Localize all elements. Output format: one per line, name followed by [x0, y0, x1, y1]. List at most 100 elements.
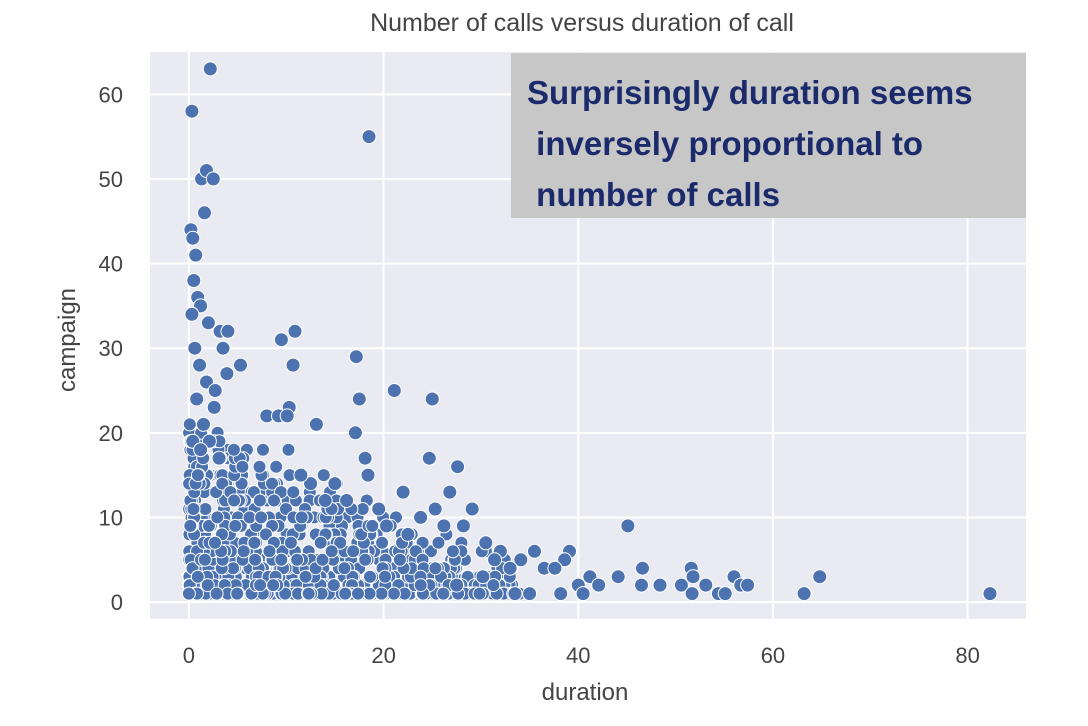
- data-point: [187, 340, 203, 356]
- data-point: [620, 518, 636, 534]
- data-point: [347, 425, 363, 441]
- cloud-point: [256, 442, 270, 457]
- y-axis-label: campaign: [54, 288, 81, 392]
- cloud-point: [201, 518, 216, 533]
- cloud-point: [326, 578, 341, 593]
- data-point: [211, 450, 227, 466]
- data-point: [635, 560, 650, 576]
- y-tick-label: 40: [99, 252, 123, 277]
- x-tick-label: 60: [761, 643, 785, 668]
- data-point: [557, 552, 573, 568]
- data-point: [527, 543, 542, 559]
- data-point: [487, 552, 503, 568]
- data-point: [371, 501, 387, 517]
- cloud-point: [186, 502, 201, 516]
- data-point: [424, 391, 440, 407]
- cloud-point: [301, 586, 316, 601]
- data-point: [184, 103, 200, 119]
- x-tick-label: 20: [371, 643, 395, 668]
- data-point: [610, 569, 626, 585]
- annotation-callout: Surprisingly duration seems inversely pr…: [511, 53, 1026, 218]
- cloud-point: [333, 535, 348, 550]
- cloud-point: [386, 586, 401, 601]
- x-tick-label: 80: [955, 643, 979, 668]
- cloud-point: [200, 578, 215, 593]
- data-point: [196, 416, 211, 432]
- cloud-point: [431, 535, 446, 550]
- data-point: [220, 323, 236, 339]
- cloud-point: [316, 468, 331, 483]
- data-point: [207, 383, 223, 398]
- data-point: [273, 332, 289, 348]
- data-point: [219, 366, 235, 382]
- data-point: [717, 586, 733, 602]
- data-point: [812, 569, 828, 585]
- data-point: [379, 518, 394, 534]
- data-point: [478, 535, 494, 551]
- cloud-point: [324, 544, 339, 559]
- y-tick-label: 60: [99, 82, 123, 107]
- chart-title: Number of calls versus duration of call: [370, 9, 794, 37]
- data-point: [591, 577, 607, 593]
- data-point: [455, 518, 471, 534]
- cloud-point: [258, 527, 273, 542]
- data-point: [193, 442, 209, 458]
- cloud-point: [254, 510, 269, 525]
- cloud-point: [230, 586, 245, 601]
- cloud-point: [313, 535, 328, 550]
- cloud-point: [278, 586, 293, 601]
- x-tick-labels: 0 20 40 60 80: [183, 643, 980, 668]
- data-point: [361, 129, 377, 145]
- data-point: [982, 586, 998, 602]
- cloud-point: [351, 586, 365, 601]
- data-point: [186, 273, 202, 288]
- data-point: [197, 205, 212, 221]
- cloud-point: [266, 578, 281, 593]
- data-point: [285, 357, 301, 373]
- data-point: [698, 577, 714, 593]
- data-point: [233, 357, 248, 373]
- y-tick-label: 0: [111, 590, 123, 615]
- data-point: [547, 560, 563, 576]
- data-points: [183, 61, 998, 602]
- cloud-point: [378, 569, 392, 584]
- data-point: [442, 484, 458, 500]
- data-point: [475, 569, 491, 585]
- cloud-point: [182, 417, 197, 432]
- cloud-point: [267, 493, 281, 508]
- cloud-point: [215, 476, 230, 491]
- data-point: [464, 501, 480, 517]
- y-tick-label: 20: [99, 421, 123, 446]
- data-point: [351, 391, 367, 407]
- cloud-point: [228, 518, 243, 533]
- cloud-point: [274, 552, 289, 567]
- data-point: [348, 349, 364, 365]
- data-point: [287, 323, 303, 339]
- cloud-point: [248, 552, 263, 567]
- data-point: [188, 247, 204, 263]
- cloud-point: [445, 544, 460, 559]
- cloud-point: [181, 586, 196, 601]
- data-point: [449, 577, 465, 593]
- data-point: [202, 61, 218, 77]
- data-point: [575, 586, 591, 602]
- data-point: [507, 586, 523, 602]
- cloud-point: [337, 561, 352, 576]
- cloud-point: [269, 459, 284, 474]
- cloud-point: [190, 569, 205, 584]
- cloud-point: [413, 578, 428, 593]
- data-point: [395, 484, 411, 500]
- cloud-point: [183, 518, 198, 533]
- cloud-point: [236, 544, 251, 559]
- data-point: [192, 357, 208, 373]
- data-point: [522, 586, 538, 602]
- data-point: [339, 493, 355, 508]
- cloud-point: [198, 502, 213, 516]
- data-point: [279, 408, 295, 424]
- cloud-point: [252, 459, 267, 474]
- data-point: [200, 315, 216, 331]
- cloud-point: [374, 586, 389, 601]
- data-point: [421, 450, 437, 466]
- data-point: [189, 391, 205, 407]
- cloud-point: [298, 569, 313, 584]
